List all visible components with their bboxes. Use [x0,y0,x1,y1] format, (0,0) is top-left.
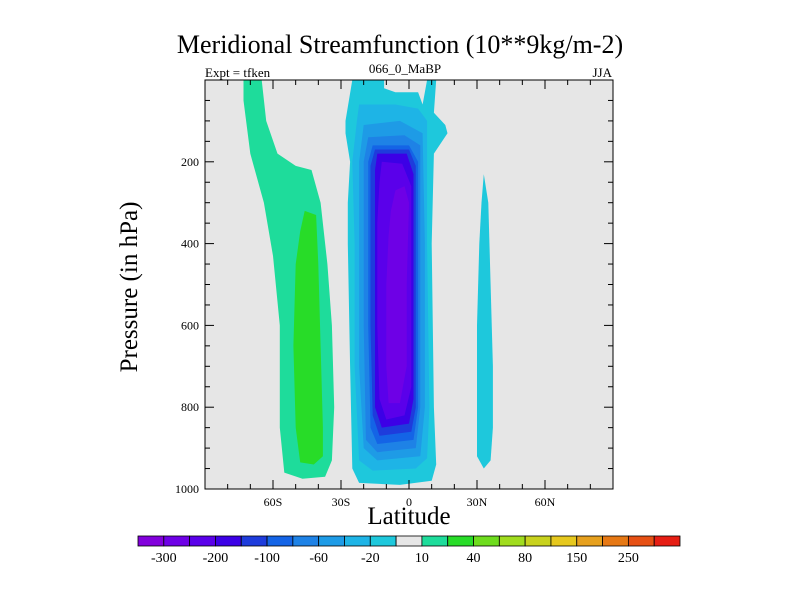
x-tick-labels: 60S 30S 0 30N 60N [264,495,556,509]
season-label: JJA [592,65,612,80]
colorbar-swatch [189,535,216,547]
contour-fills [243,80,493,485]
colorbar-label: 250 [618,551,639,566]
y-tick-label: 400 [181,237,199,251]
colorbar-swatch [240,535,268,547]
axis-ticks [205,79,613,490]
x-tick-label: 30S [332,495,351,509]
chart-title: Meridional Streamfunction (10**9kg/m-2) [176,30,624,59]
colorbar-label: -100 [254,551,280,566]
contour-region-neg-level-9 [386,186,409,404]
colorbar-swatch [369,535,397,547]
colorbar-label: 150 [566,551,587,566]
colorbar-label: 80 [518,551,532,566]
x-tick-label: 30N [467,495,488,509]
colorbar-label: -20 [361,551,380,566]
colorbar-swatch [395,535,423,547]
colorbar-label: 10 [415,551,429,566]
run-label: 066_0_MaBP [368,61,442,76]
colorbar-swatch [627,535,655,547]
x-tick-label: 0 [406,495,412,509]
y-tick-label: 600 [181,318,199,332]
colorbar-swatch [473,535,500,547]
x-tick-label: 60N [535,495,556,509]
colorbar-swatch [344,535,371,547]
colorbar-label: 40 [467,551,481,566]
colorbar-swatch [498,535,526,547]
y-tick-label: 1000 [175,482,199,496]
colorbar-swatch [653,535,681,547]
colorbar-swatch [421,535,449,547]
y-tick-label: 200 [181,155,199,169]
x-tick-label: 60S [264,495,283,509]
colorbar-label: -200 [203,551,229,566]
colorbar-swatch [137,535,165,547]
colorbar-swatch [550,535,578,547]
colorbar-swatch [602,535,629,547]
experiment-label: Expt = tfken [205,65,271,80]
colorbar-swatch [524,535,552,547]
colorbar-swatch [292,535,320,547]
colorbar-swatch [576,535,603,547]
colorbar-swatch [447,535,474,547]
colorbar-swatch [215,535,242,547]
colorbar-swatch [318,535,345,547]
plot-frame [204,79,614,490]
y-tick-labels: 200 400 600 800 1000 [175,155,199,496]
contour-region-sh-positive-inner [293,210,323,465]
colorbar-swatch [163,535,191,547]
contour-region-nh-negative-cell [477,174,493,469]
colorbar-label: -60 [309,551,328,566]
colorbar-swatch [266,535,294,547]
colorbar-label: -300 [151,551,177,566]
colorbar: -300 -200 -100 -60 -20 10 40 80 150 250 [137,535,681,566]
y-tick-label: 800 [181,400,199,414]
x-axis-label: Latitude [367,503,451,530]
